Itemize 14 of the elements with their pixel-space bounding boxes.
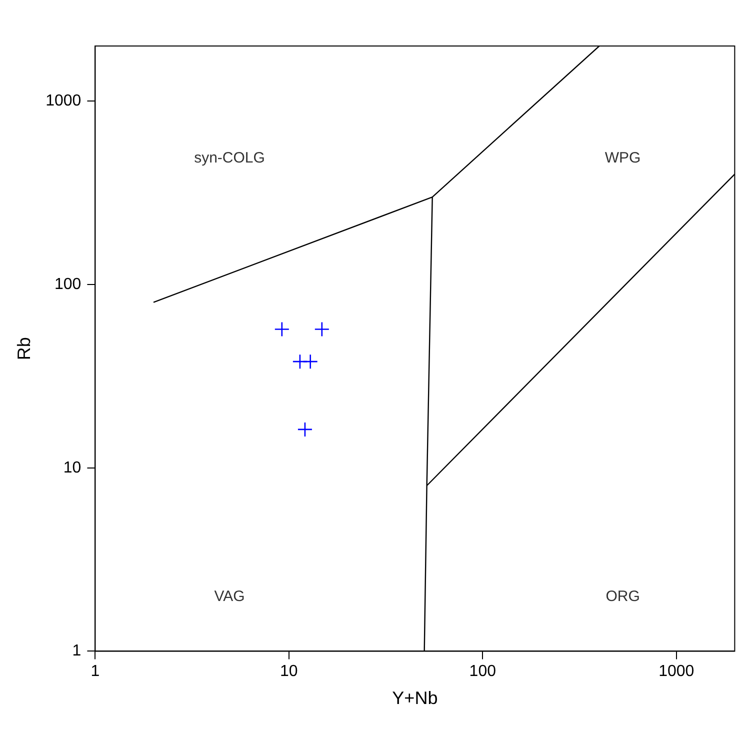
annotation: VAG — [214, 588, 245, 605]
y-tick-label: 1000 — [46, 92, 82, 110]
annotation: WPG — [604, 150, 641, 167]
x-tick-label: 10 — [280, 663, 298, 680]
y-axis-title: Rb — [14, 337, 34, 360]
y-tick-label: 100 — [54, 276, 82, 293]
x-axis-title: Y+Nb — [392, 688, 438, 708]
x-tick-label: 1 — [90, 663, 100, 680]
annotation: syn-COLG — [194, 150, 265, 167]
y-tick-label: 10 — [63, 459, 82, 476]
x-tick-label: 1000 — [658, 663, 694, 680]
y-tick-label: 1 — [72, 642, 82, 660]
x-tick-label: 100 — [469, 663, 496, 680]
annotation: ORG — [606, 588, 640, 605]
